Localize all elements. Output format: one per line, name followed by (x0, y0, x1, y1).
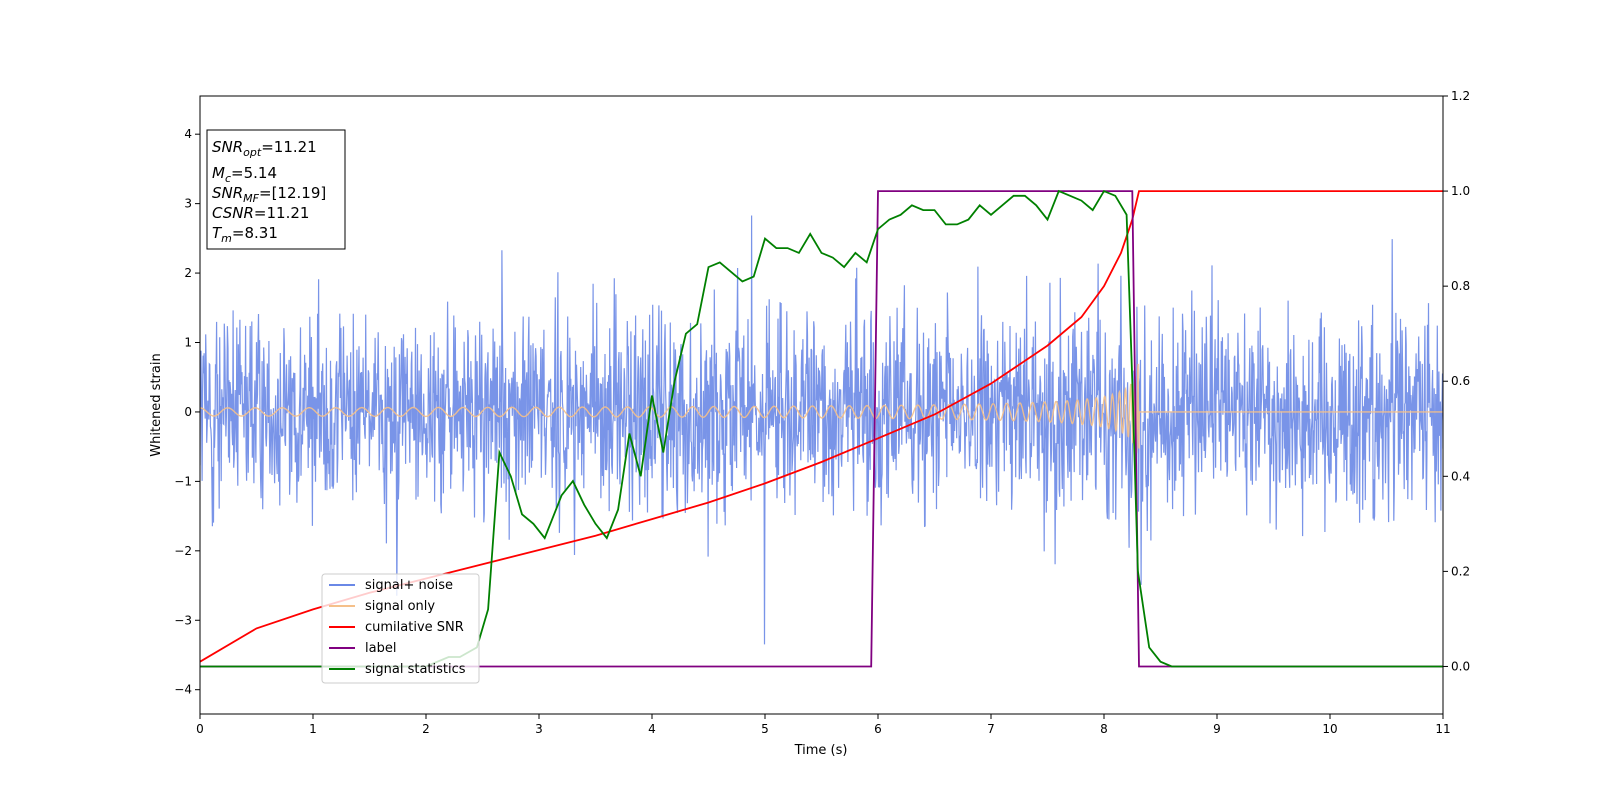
y2-tick-label: 0.0 (1451, 659, 1470, 673)
y-tick-label: −1 (174, 474, 192, 488)
y-axis-label: Whitened strain (149, 353, 164, 456)
info-subscript: c (225, 172, 231, 185)
x-tick-label: 10 (1322, 722, 1337, 736)
y-tick-label: 4 (184, 127, 192, 141)
info-line: SNRopt=11.21 (212, 138, 317, 159)
info-line: SNRMF=[12.19] (212, 184, 326, 205)
y2-tick-label: 1.2 (1451, 89, 1470, 103)
legend-frame (321, 573, 480, 684)
y2-tick-label: 0.6 (1451, 374, 1470, 388)
x-tick-label: 2 (422, 722, 430, 736)
series-signal-statistics (200, 189, 1443, 668)
y2-tick-label: 0.4 (1451, 469, 1470, 483)
plot-frame (199, 95, 1444, 715)
y-tick-label: −3 (174, 613, 192, 627)
x-tick-label: 5 (761, 722, 769, 736)
x-tick-label: 4 (648, 722, 656, 736)
info-line: Mc=5.14 (212, 164, 277, 185)
info-value: =11.21 (254, 204, 310, 222)
legend-label: signal only (365, 599, 435, 614)
info-subscript: opt (243, 146, 262, 159)
x-tick-label: 3 (535, 722, 543, 736)
y-tick-label: −2 (174, 544, 192, 558)
info-symbol: SNR (212, 184, 243, 202)
info-value: =11.21 (261, 138, 317, 156)
info-box: SNRopt=11.21Mc=5.14SNRMF=[12.19]CSNR=11.… (206, 129, 346, 250)
x-tick-label: 8 (1100, 722, 1108, 736)
info-symbol: T (212, 224, 223, 242)
legend-label: signal statistics (365, 662, 466, 677)
y-tick-label: 3 (184, 197, 192, 211)
info-symbol: CSNR (212, 204, 254, 222)
info-subscript: MF (243, 192, 259, 205)
info-line: Tm=8.31 (212, 224, 278, 245)
legend-label: signal+ noise (365, 578, 453, 593)
y-tick-label: 0 (184, 405, 192, 419)
info-value: =8.31 (232, 224, 278, 242)
info-box-frame (206, 129, 346, 250)
info-subscript: m (221, 232, 232, 245)
x-tick-label: 9 (1213, 722, 1221, 736)
legend: signal+ noise signal only cumilative SNR la… (321, 573, 480, 684)
info-line: CSNR=11.21 (212, 204, 309, 222)
legend-label: label (365, 641, 396, 656)
info-symbol: SNR (212, 138, 243, 156)
y-tick-label: 1 (184, 336, 192, 350)
axes: 0 1 2 3 4 5 6 7 8 9 10 11 −4 −3 −2 −1 0 1 2 3 4 0.0 0.2 0.4 0.6 0… (174, 89, 1470, 736)
x-tick-label: 1 (309, 722, 317, 736)
x-tick-label: 11 (1435, 722, 1450, 736)
y-tick-label: 2 (184, 266, 192, 280)
x-tick-label: 0 (196, 722, 204, 736)
y2-tick-label: 0.2 (1451, 564, 1470, 578)
legend-label: cumilative SNR (365, 620, 464, 635)
y-tick-label: −4 (174, 683, 192, 697)
info-value: =5.14 (231, 164, 277, 182)
x-tick-label: 7 (987, 722, 995, 736)
series-signal-only (200, 363, 1443, 454)
y2-tick-label: 0.8 (1451, 279, 1470, 293)
x-axis-label: Time (s) (794, 743, 848, 758)
info-symbol: M (212, 164, 225, 182)
info-value: =[12.19] (259, 184, 326, 202)
series-signal-noise (200, 215, 1443, 645)
x-tick-label: 6 (874, 722, 882, 736)
y2-tick-label: 1.0 (1451, 184, 1470, 198)
